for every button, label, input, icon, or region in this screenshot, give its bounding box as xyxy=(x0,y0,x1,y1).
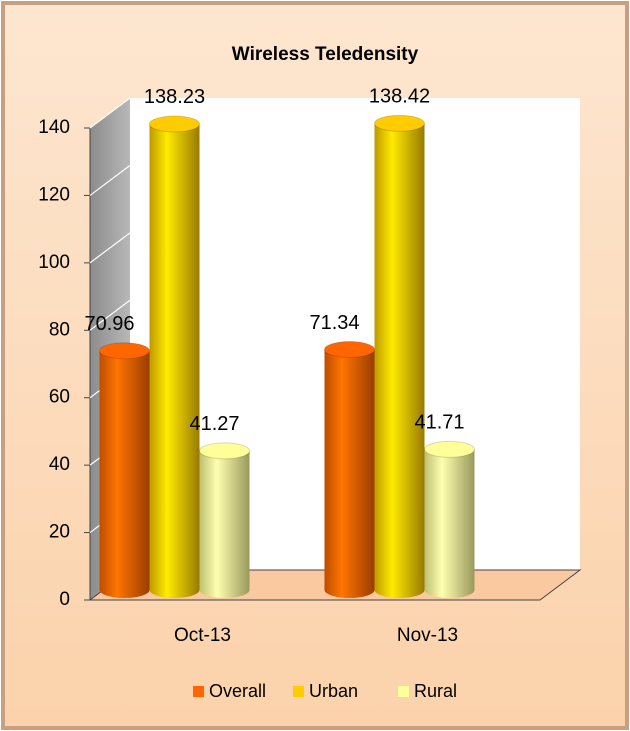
bar xyxy=(424,440,475,598)
cylinder-top xyxy=(324,340,375,358)
cylinder-body xyxy=(374,123,425,599)
data-label: 71.34 xyxy=(309,312,359,334)
bar xyxy=(99,342,150,598)
bar xyxy=(374,114,425,599)
chart-title: Wireless Teledensity xyxy=(232,44,419,65)
data-label: 138.23 xyxy=(144,86,205,108)
legend-label: Rural xyxy=(414,681,457,701)
x-tick-label: Nov-13 xyxy=(397,625,458,646)
y-tick-label: 120 xyxy=(38,184,70,205)
bar xyxy=(199,442,250,598)
x-tick-label: Oct-13 xyxy=(174,625,231,646)
y-tick-label: 0 xyxy=(59,589,70,610)
data-label: 70.96 xyxy=(84,313,134,335)
y-tick-label: 100 xyxy=(38,252,70,273)
cylinder-top xyxy=(374,114,425,132)
y-tick-label: 80 xyxy=(49,319,70,340)
cylinder-body xyxy=(324,349,375,598)
grid-line xyxy=(89,232,131,264)
data-label: 41.27 xyxy=(189,413,239,435)
cylinder-body xyxy=(99,350,150,598)
data-label: 41.71 xyxy=(414,412,464,434)
legend-swatch xyxy=(293,686,304,697)
grid-line xyxy=(89,164,131,196)
grid-line xyxy=(89,97,131,129)
cylinder-body xyxy=(199,450,250,598)
y-tick-label: 20 xyxy=(49,522,70,543)
cylinder-body xyxy=(149,123,200,598)
y-tick-label: 40 xyxy=(49,454,70,475)
y-tick-label: 140 xyxy=(38,117,70,138)
bar xyxy=(149,115,200,598)
legend-label: Urban xyxy=(309,681,358,701)
legend-swatch xyxy=(193,686,204,697)
grid-line xyxy=(89,299,131,331)
cylinder-top xyxy=(149,115,200,133)
cylinder-body xyxy=(424,449,475,598)
cylinder-top xyxy=(199,442,250,460)
data-label: 138.42 xyxy=(369,86,430,108)
y-tick-label: 60 xyxy=(49,387,70,408)
bar xyxy=(324,340,375,598)
legend-label: Overall xyxy=(209,681,266,701)
cylinder-top xyxy=(424,440,475,458)
legend-swatch xyxy=(398,686,409,697)
cylinder-top xyxy=(99,342,150,360)
